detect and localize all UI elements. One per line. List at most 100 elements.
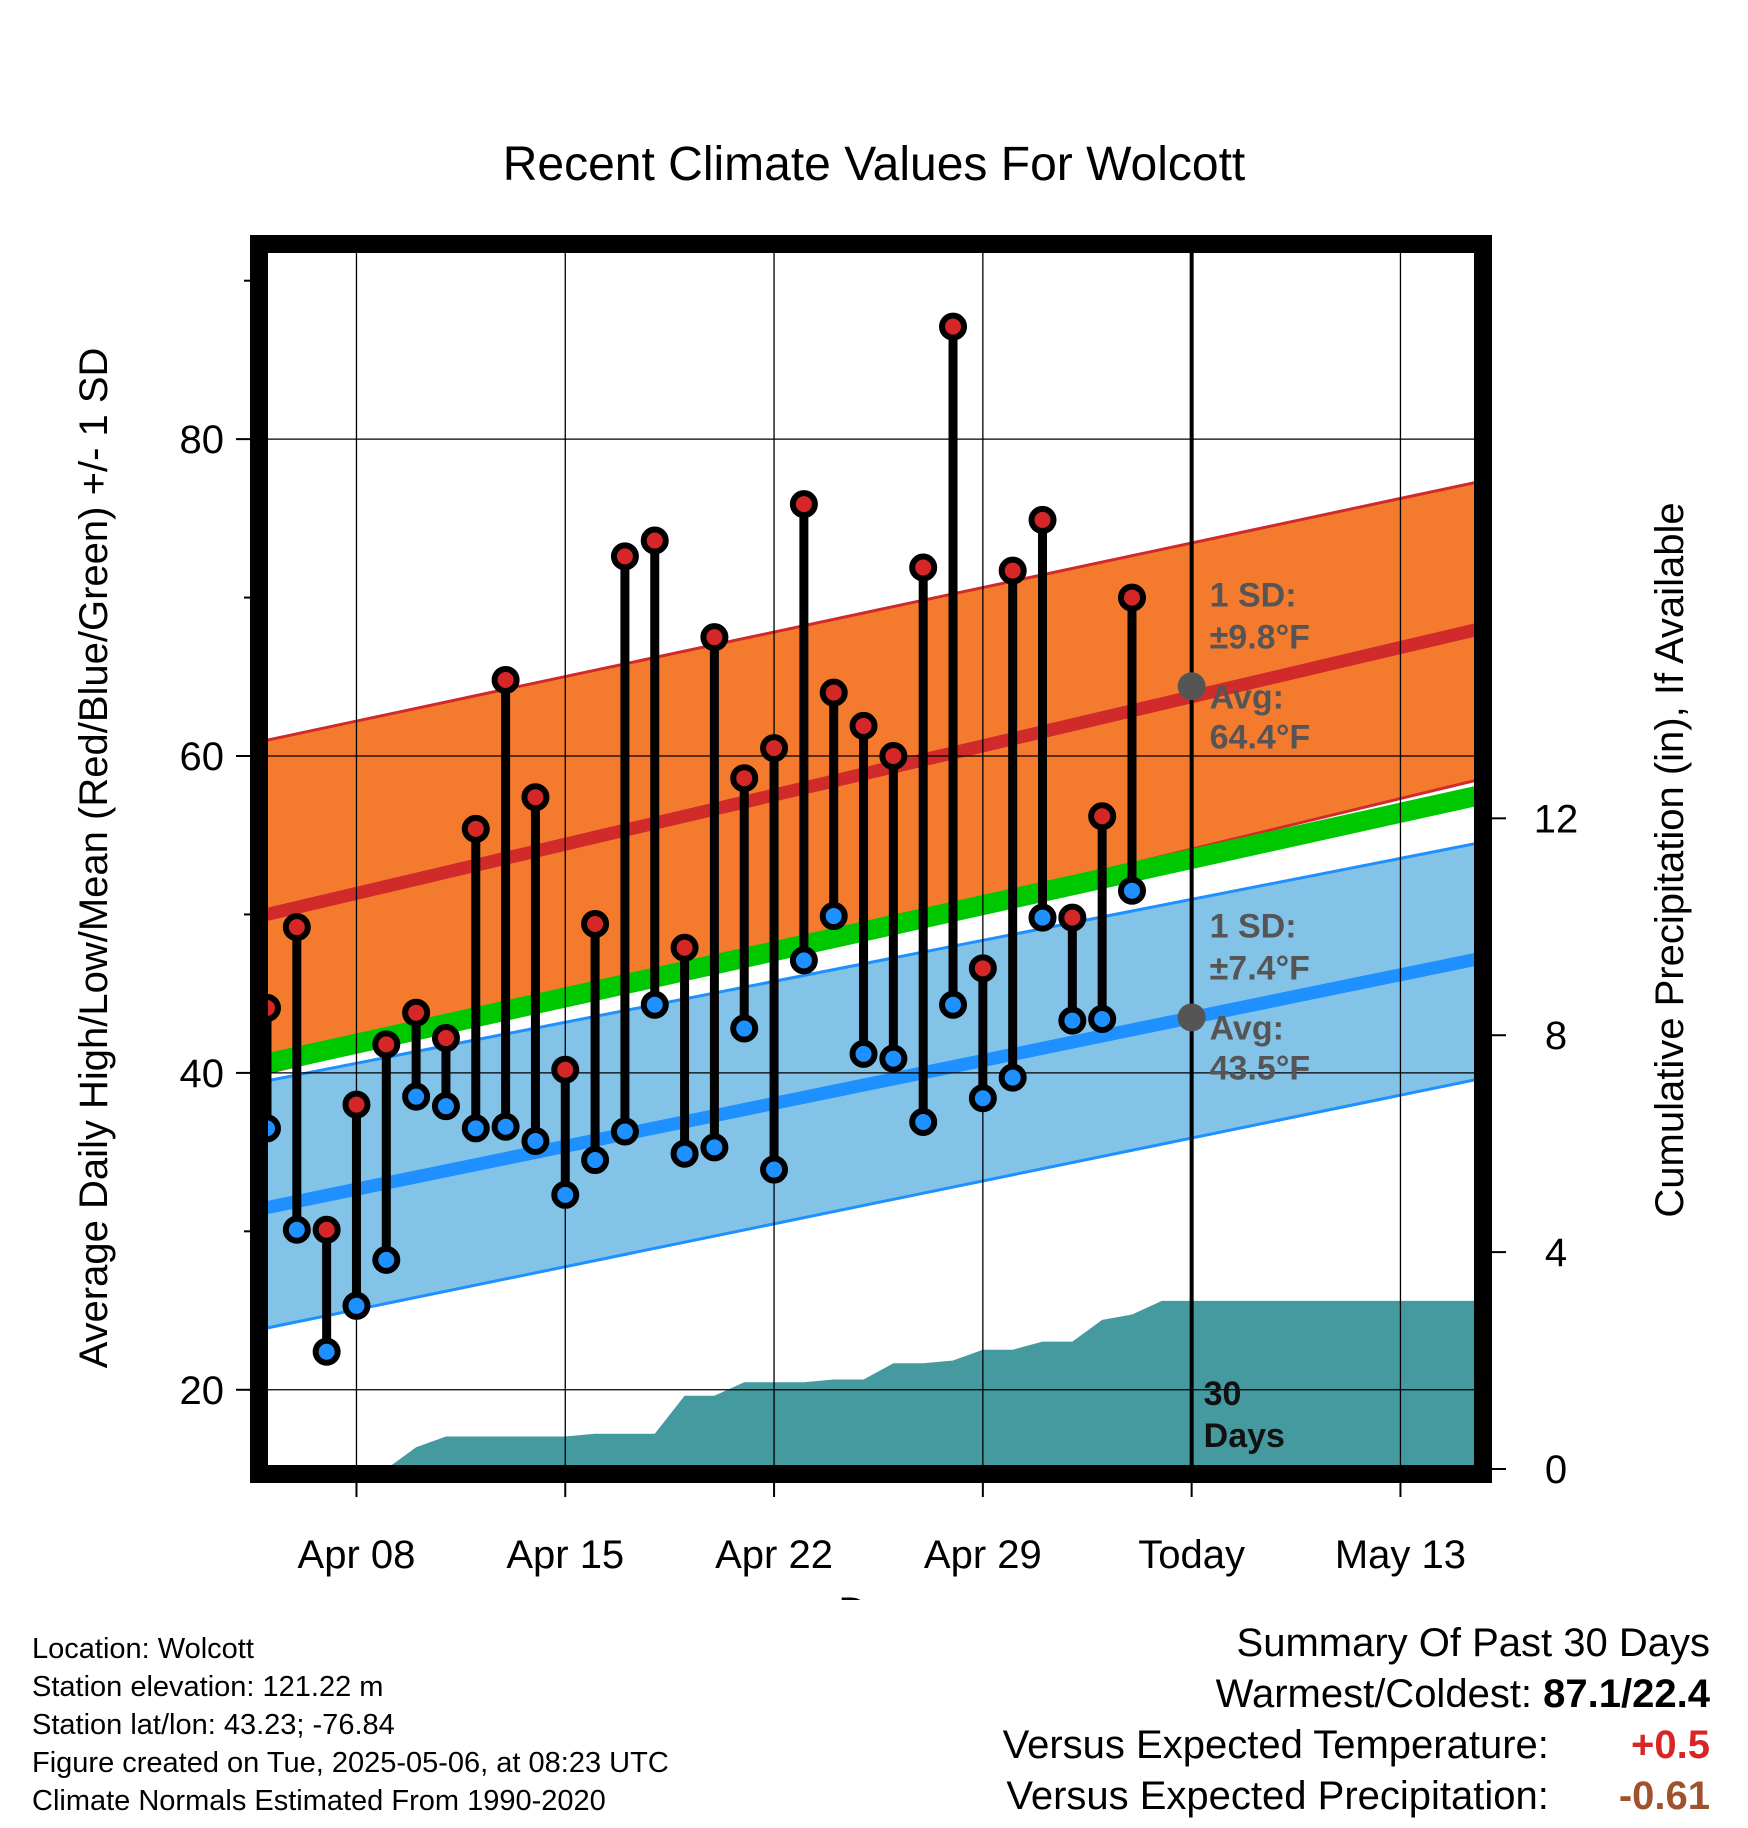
- daily-high-point: [402, 998, 431, 1027]
- daily-high-point: [939, 312, 968, 341]
- daily-low-point: [849, 1039, 878, 1068]
- temp-value: +0.5: [1631, 1723, 1710, 1767]
- daily-low-point: [282, 1215, 311, 1244]
- daily-high-point: [551, 1055, 580, 1084]
- daily-low-point: [1058, 1006, 1087, 1035]
- low-annotation-line: ±7.4°F: [1210, 949, 1310, 987]
- created-text: Figure created on Tue, 2025-05-06, at 08…: [32, 1747, 669, 1779]
- daily-high-point: [610, 542, 639, 571]
- y-tick-label: 80: [180, 418, 225, 462]
- daily-low-point: [610, 1117, 639, 1146]
- high-avg-marker: [1177, 672, 1206, 701]
- daily-low-point: [402, 1082, 431, 1111]
- precip-area: [266, 1300, 1478, 1469]
- high-annotation-line: ±9.8°F: [1210, 618, 1310, 656]
- y2-tick-label: 0: [1545, 1448, 1567, 1492]
- daily-low-point: [909, 1108, 938, 1137]
- daily-high-point: [521, 783, 550, 812]
- daily-low-point: [819, 902, 848, 931]
- daily-high-point: [1117, 583, 1146, 612]
- high-annotation-line: 64.4°F: [1210, 718, 1311, 756]
- daily-high-point: [640, 526, 669, 555]
- y-tick-label: 60: [180, 735, 225, 779]
- daily-low-point: [939, 990, 968, 1019]
- chart-title: Recent Climate Values For Wolcott: [503, 138, 1246, 191]
- daily-high-point: [491, 665, 520, 694]
- daily-high-point: [760, 734, 789, 763]
- location-text: Location: Wolcott: [32, 1633, 254, 1665]
- daily-low-point: [730, 1014, 759, 1043]
- low-annotation-line: 43.5°F: [1210, 1049, 1311, 1087]
- daily-low-point: [521, 1127, 550, 1156]
- low-annotation-line: Avg:: [1210, 1009, 1284, 1047]
- daily-high-point: [998, 556, 1027, 585]
- daily-low-point: [968, 1084, 997, 1113]
- y2-tick-label: 8: [1545, 1014, 1567, 1058]
- y-axis-label: Average Daily High/Low/Mean (Red/Blue/Gr…: [72, 348, 116, 1369]
- high-sd-band-upper-edge: [266, 480, 1478, 742]
- mean-normal-line: [264, 785, 1478, 1074]
- summary-panel: Summary Of Past 30 Days Warmest/Coldest:…: [1003, 1618, 1710, 1822]
- daily-high-point: [461, 814, 490, 843]
- daily-high-point: [909, 553, 938, 582]
- daily-high-point: [1028, 505, 1057, 534]
- daily-high-point: [1088, 802, 1117, 831]
- daily-stems: [252, 244, 1194, 1469]
- x-tick-label: Apr 15: [506, 1533, 624, 1577]
- y-tick-label: 20: [180, 1369, 225, 1413]
- daily-low-point: [998, 1063, 1027, 1092]
- daily-high-point: [968, 954, 997, 983]
- y2-axis-label: Cumulative Precipitation (in), If Availa…: [1648, 502, 1692, 1217]
- high-annotation-line: Avg:: [1210, 678, 1284, 716]
- low-sd-band-lower-edge: [266, 1077, 1478, 1330]
- daily-high-point: [282, 913, 311, 942]
- daily-low-point: [581, 1146, 610, 1175]
- daily-low-point: [700, 1133, 729, 1162]
- daily-low-point: [372, 1245, 401, 1274]
- daily-high-point: [700, 623, 729, 652]
- daily-low-point: [789, 946, 818, 975]
- daily-low-point: [879, 1044, 908, 1073]
- plot-frame: [250, 235, 1492, 1483]
- daily-low-point: [342, 1291, 371, 1320]
- days-label-line: 30: [1204, 1375, 1242, 1413]
- daily-low-point: [491, 1112, 520, 1141]
- daily-high-point: [670, 933, 699, 962]
- daily-high-point: [342, 1090, 371, 1119]
- low-normal-line: [265, 952, 1478, 1214]
- x-axis-label: Day: [838, 1590, 909, 1600]
- daily-low-point: [670, 1139, 699, 1168]
- daily-high-point: [431, 1024, 460, 1053]
- daily-high-point: [730, 764, 759, 793]
- x-tick-label: Today: [1138, 1533, 1245, 1577]
- low-annotation-line: 1 SD:: [1210, 907, 1297, 945]
- y-tick-label: 40: [180, 1052, 225, 1096]
- summary-warm-cold: Warmest/Coldest: 87.1/22.4: [1003, 1669, 1710, 1720]
- summary-temp: Versus Expected Temperature: +0.5: [1003, 1720, 1710, 1771]
- daily-high-point: [1058, 903, 1087, 932]
- summary-precip: Versus Expected Precipitation: -0.61: [1003, 1771, 1710, 1822]
- daily-low-point: [1028, 903, 1057, 932]
- daily-low-point: [431, 1092, 460, 1121]
- daily-high-point: [581, 909, 610, 938]
- latlon-text: Station lat/lon: 43.23; -76.84: [32, 1709, 395, 1741]
- axes: 20 40 60 80 0 4 8 12 Apr 08 Apr 15 Apr 22 Apr 29 Tod…: [180, 279, 1579, 1577]
- warm-cold-value: 87.1/22.4: [1543, 1672, 1710, 1716]
- y2-tick-label: 12: [1534, 797, 1579, 841]
- daily-high-point: [819, 678, 848, 707]
- daily-low-point: [640, 990, 669, 1019]
- summary-title: Summary Of Past 30 Days: [1236, 1621, 1710, 1665]
- daily-low-point: [1088, 1005, 1117, 1034]
- daily-high-point: [372, 1030, 401, 1059]
- daily-low-point: [461, 1114, 490, 1143]
- normals-text: Climate Normals Estimated From 1990-2020: [32, 1785, 606, 1817]
- warm-cold-label: Warmest/Coldest:: [1215, 1672, 1533, 1716]
- days-label-line: Days: [1204, 1417, 1285, 1455]
- x-tick-label: Apr 08: [298, 1533, 416, 1577]
- daily-low-point: [551, 1180, 580, 1209]
- daily-low-point: [1117, 876, 1146, 905]
- daily-high-point: [879, 742, 908, 771]
- x-tick-label: Apr 29: [924, 1533, 1042, 1577]
- y2-tick-label: 4: [1545, 1231, 1567, 1275]
